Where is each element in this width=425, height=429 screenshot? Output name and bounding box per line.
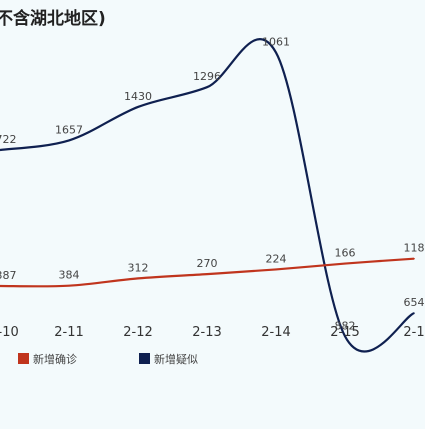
data-point	[0, 285, 1, 287]
legend: 新增确诊 新增疑似	[18, 352, 198, 366]
data-point	[0, 149, 1, 151]
data-label: 166	[335, 247, 356, 260]
data-point	[68, 139, 70, 142]
legend-swatch	[139, 353, 150, 364]
x-tick-label: 2-10	[0, 325, 19, 340]
data-label: 722	[0, 133, 17, 146]
data-label: 654	[404, 296, 425, 309]
x-tick-label: 2-1	[403, 325, 424, 340]
legend-swatch	[18, 353, 29, 364]
data-point	[344, 335, 346, 338]
data-point	[68, 284, 70, 287]
legend-label: 新增确诊	[33, 352, 77, 366]
data-label: 118	[404, 242, 425, 255]
data-point	[413, 257, 415, 260]
data-label: 270	[197, 257, 218, 270]
data-point	[275, 268, 277, 271]
data-label: 1657	[55, 123, 83, 136]
x-tick-label: 2-14	[261, 325, 291, 340]
data-label: 1430	[124, 90, 152, 103]
series-line-0	[0, 38, 415, 353]
data-point	[206, 86, 208, 89]
data-point	[137, 106, 139, 108]
data-label: 224	[266, 252, 287, 265]
data-point	[137, 277, 139, 280]
x-axis: 2-10 2-11 2-12 2-13 2-14 2-15 2-1	[0, 325, 425, 340]
x-tick-label: 2-12	[123, 325, 153, 340]
data-label: 1296	[193, 70, 221, 83]
data-label: 1061	[262, 36, 290, 49]
x-tick-label: 2-13	[192, 325, 222, 340]
data-label: 384	[59, 269, 80, 282]
data-label: 387	[0, 269, 17, 282]
legend-label: 新增疑似	[154, 352, 198, 366]
chart-title: 不含湖北地区)	[0, 8, 106, 29]
data-point	[206, 273, 208, 275]
x-tick-label: 2-15	[330, 325, 360, 340]
data-label: 312	[128, 261, 149, 274]
data-point	[275, 51, 277, 54]
series-layer	[0, 38, 415, 353]
x-tick-label: 2-11	[54, 325, 84, 340]
data-label-layer: 722 1657 1430 1296 1061 882 654 387 384 312 270 224…	[0, 36, 425, 333]
data-point	[413, 312, 415, 314]
data-point	[344, 262, 346, 265]
data-label: 882	[335, 319, 356, 332]
